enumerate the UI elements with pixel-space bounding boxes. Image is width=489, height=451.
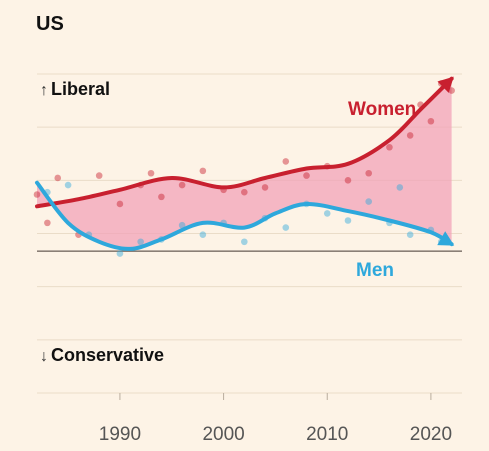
men-data-point [282, 224, 290, 231]
men-data-point [241, 238, 248, 246]
x-axis-ticks: 1990 2000 2010 2020 [99, 393, 452, 445]
men-arrowhead [437, 231, 455, 246]
men-data-point [396, 184, 404, 191]
x-tick-label: 2000 [202, 424, 244, 445]
men-data-point [116, 250, 124, 257]
x-tick-label: 1990 [99, 424, 141, 445]
liberal-arrow-icon: ↑ [40, 82, 48, 99]
men-line [35, 180, 454, 251]
chart-title: US [36, 13, 64, 35]
women-data-point [54, 174, 62, 182]
men-data-point [323, 210, 331, 217]
liberal-label: Liberal [51, 79, 110, 99]
conservative-label: Conservative [51, 345, 164, 365]
women-data-point [386, 143, 393, 151]
women-points [33, 80, 455, 238]
men-data-point [365, 198, 373, 205]
x-tick-label: 2020 [410, 424, 452, 445]
women-line [35, 76, 454, 209]
women-data-point [406, 132, 414, 139]
conservative-arrow-icon: ↓ [40, 348, 48, 365]
women-data-point [95, 172, 103, 179]
women-data-point [199, 167, 207, 175]
women-data-point [178, 181, 186, 189]
women-data-point [344, 177, 352, 184]
women-data-point [33, 191, 41, 198]
men-data-point [64, 181, 72, 189]
men-data-point [199, 231, 207, 238]
men-data-point [344, 217, 352, 224]
women-data-point [116, 200, 124, 208]
women-data-point [303, 172, 310, 179]
women-data-point [427, 117, 435, 125]
women-data-point [158, 193, 165, 201]
men-series-label: Men [356, 260, 394, 281]
women-data-point [261, 184, 269, 191]
men-data-point [406, 231, 414, 238]
women-data-point [241, 188, 248, 196]
x-tick-label: 2010 [306, 424, 348, 445]
women-data-point [365, 169, 373, 177]
women-data-point [282, 158, 290, 165]
women-data-point [44, 219, 51, 227]
women-data-point [147, 169, 155, 177]
men-data-point [137, 238, 144, 246]
women-series-label: Women [348, 99, 416, 120]
women-arrowhead [437, 76, 454, 93]
gap-area [37, 78, 452, 249]
women-data-point [448, 87, 455, 94]
men-data-point [178, 221, 186, 229]
